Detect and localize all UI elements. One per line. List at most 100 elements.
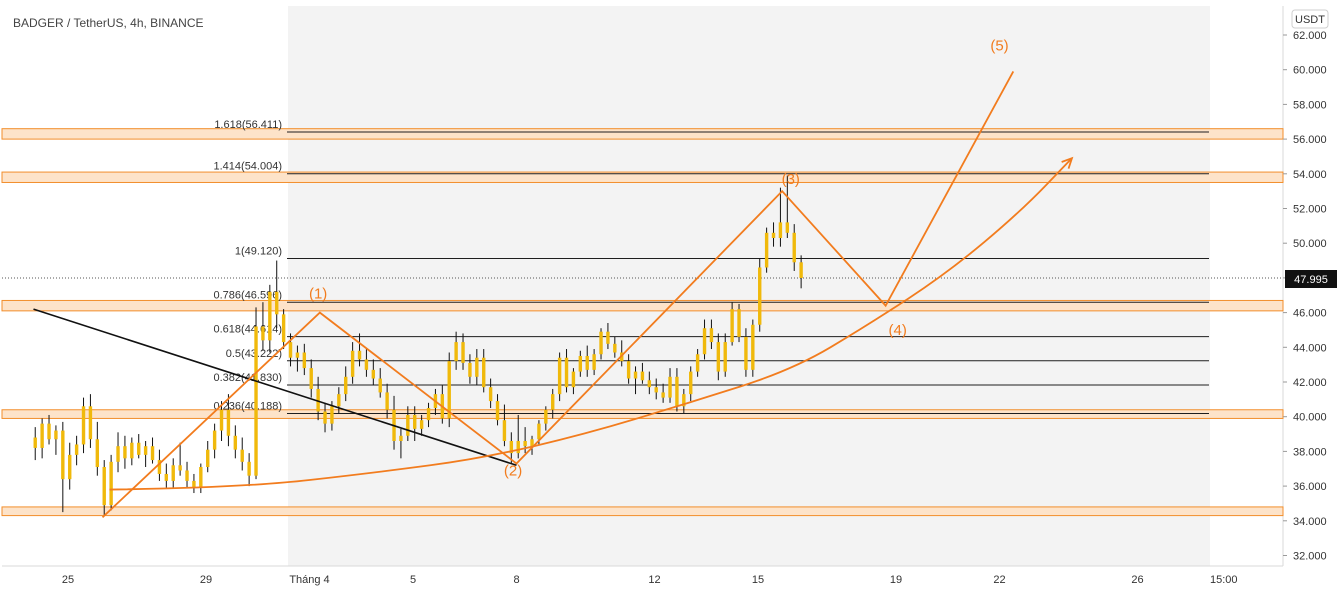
candle-body [247,461,251,476]
candle-body [495,401,500,421]
y-tick-label: 44.000 [1293,342,1327,354]
candle-body [164,473,169,481]
candle-body [633,371,638,379]
candle-body [302,352,307,369]
x-tick-label: 15:00 [1210,574,1238,586]
candle-body [226,409,231,436]
candle-body [640,371,645,381]
curve-arrowhead [1061,156,1074,169]
wave-label: (1) [309,286,327,303]
candle-body [219,409,224,431]
candle-body [668,376,672,398]
x-tick-label: 5 [410,574,416,586]
candle-body [647,380,652,388]
zone-band [1,171,1284,183]
candle-body [716,342,721,372]
candle-body [544,409,548,424]
candle-body [123,446,127,459]
candle-body [564,357,569,388]
zone-band [1,299,1284,312]
candle-body [199,467,203,488]
candle-body [371,369,376,379]
zone-band [1,409,1284,419]
wave-labels-layer: (1) (2) (3) (4) (5) [309,38,1009,480]
candle-body [288,342,293,358]
candle-body [150,446,155,461]
candle-body [40,423,44,448]
candle-body [771,232,776,238]
candle-body [116,446,120,462]
candle-body [523,440,527,447]
fib-level-label: 1.414(54.004) [214,161,283,173]
candle-body [454,342,458,362]
candle-body [178,465,182,471]
candle-body [557,357,562,395]
candle-body [447,361,451,419]
candle-body [185,470,189,481]
candle-body [330,406,334,424]
date-range-shade [288,6,1210,566]
candle-body [578,355,583,372]
candle-body [654,387,658,393]
fib-level-label: 0.236(40.188) [214,400,283,412]
price-unit-badge[interactable] [1291,9,1329,29]
candle-body [702,328,707,355]
y-tick-label: 40.000 [1293,412,1327,424]
candle-body [413,414,417,429]
x-tick-label: 12 [648,574,660,586]
y-tick-label: 54.000 [1293,169,1327,181]
candle-body [482,357,486,388]
candle-body [88,406,93,440]
candle-body [730,309,734,343]
y-tick-label: 34.000 [1293,516,1327,528]
descending-trendline [33,308,517,467]
candle-body [33,437,37,448]
candle-body [61,430,65,480]
candle-body [399,435,403,441]
candle-body [240,449,244,462]
candle-body [551,394,555,410]
y-tick-label: 62.000 [1293,30,1327,42]
candle-body [309,368,313,389]
candle-body [419,420,424,429]
candle-body [502,420,507,441]
candle-body [102,467,106,506]
candle-body [468,362,472,377]
candle-body [385,392,389,410]
y-tick-label: 52.000 [1293,204,1327,216]
y-tick-label: 56.000 [1293,134,1327,146]
x-tick-label: 22 [993,574,1005,586]
fib-level-label: 1(49.120) [235,245,282,257]
candle-body [606,331,610,344]
zones-layer [1,128,1284,517]
x-tick-label: 26 [1131,574,1143,586]
x-axis: 25 29 Tháng 4 5 8 12 15 19 22 26 15:00 [62,574,1238,586]
candle-body [192,480,196,488]
candle-body [68,454,72,480]
candle-body [130,442,134,459]
candle-body [268,291,272,341]
candle-body [157,460,162,474]
y-tick-label: 58.000 [1293,99,1327,111]
fib-level-label: 0.5(43.222) [226,348,282,360]
wave-label: (5) [990,38,1008,55]
zone-band [1,506,1284,517]
price-unit-label: USDT [1295,14,1325,26]
candle-body [275,291,279,315]
candle-body [626,361,631,379]
candle-body [323,411,327,424]
candle-body [613,343,617,353]
wave-label: (3) [782,171,800,188]
candle-body [792,232,796,263]
candle-body [171,465,175,481]
candle-body [74,444,79,455]
candle-body [364,359,369,370]
wave-label: (2) [504,463,522,480]
candle-body [799,262,803,278]
candle-body [233,435,238,450]
candle-body [764,232,769,268]
candle-body [571,371,576,388]
candle-body [599,331,603,355]
